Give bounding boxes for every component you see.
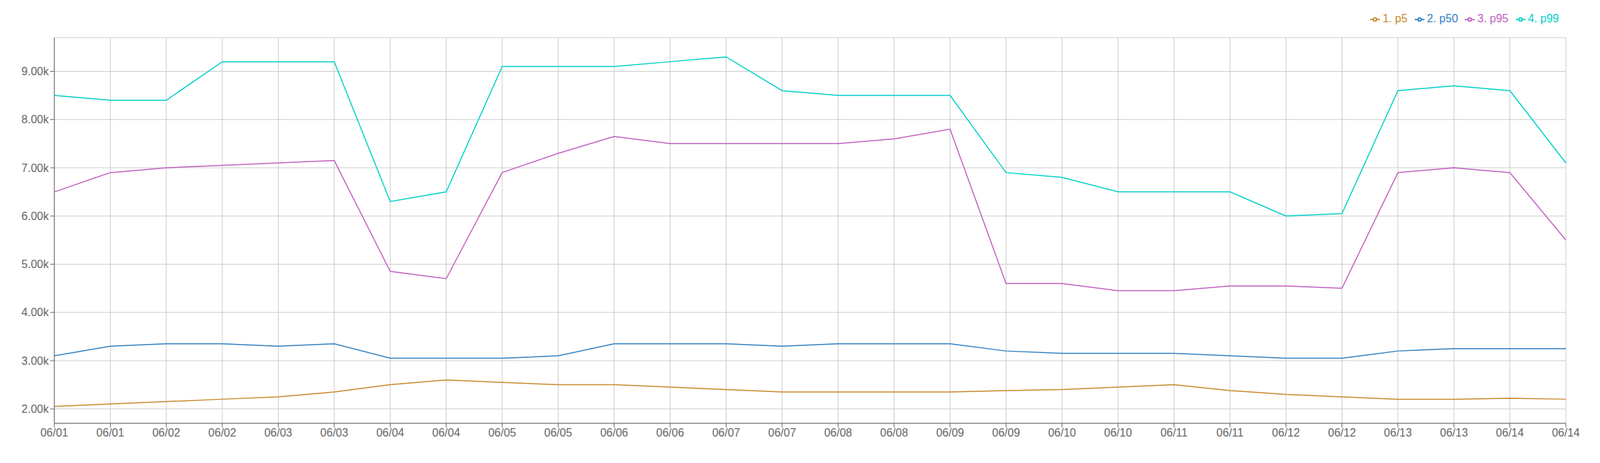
svg-text:06/08: 06/08	[824, 426, 852, 439]
svg-text:06/12: 06/12	[1327, 426, 1356, 439]
html-text:1. p5: 1. p5	[1382, 12, 1408, 25]
svg-text:06/09: 06/09	[991, 426, 1020, 439]
svg-text:06/05: 06/05	[544, 426, 572, 439]
svg-text:4.00k: 4.00k	[21, 306, 50, 319]
svg-text:2.00k: 2.00k	[21, 403, 50, 416]
svg-text:06/02: 06/02	[152, 426, 181, 439]
svg-text:06/01: 06/01	[40, 426, 69, 439]
html-text:3. p95: 3. p95	[1477, 12, 1509, 25]
svg-text:06/06: 06/06	[656, 426, 685, 439]
svg-text:06/10: 06/10	[1048, 426, 1077, 439]
svg-text:7.00k: 7.00k	[21, 162, 50, 175]
svg-text:06/08: 06/08	[880, 426, 909, 439]
svg-text:06/11: 06/11	[1216, 426, 1244, 439]
svg-text:9.00k: 9.00k	[21, 65, 50, 78]
svg-text:06/11: 06/11	[1160, 426, 1188, 439]
svg-text:06/07: 06/07	[711, 426, 740, 439]
svg-text:06/06: 06/06	[600, 426, 629, 439]
svg-text:06/13: 06/13	[1439, 426, 1468, 439]
html-text:4. p99: 4. p99	[1527, 12, 1559, 25]
svg-text:06/13: 06/13	[1384, 426, 1412, 439]
svg-text:06/14: 06/14	[1551, 426, 1580, 439]
svg-text:06/14: 06/14	[1496, 426, 1525, 439]
svg-text:06/07: 06/07	[768, 426, 797, 439]
svg-text:06/12: 06/12	[1271, 426, 1300, 439]
svg-text:06/09: 06/09	[936, 426, 965, 439]
svg-text:06/05: 06/05	[488, 426, 517, 439]
svg-text:06/01: 06/01	[96, 426, 124, 439]
svg-text:06/04: 06/04	[376, 426, 405, 439]
svg-text:06/04: 06/04	[432, 426, 461, 439]
svg-text:5.00k: 5.00k	[21, 258, 50, 271]
svg-text:06/03: 06/03	[320, 426, 349, 439]
svg-text:06/10: 06/10	[1104, 426, 1132, 439]
svg-text:6.00k: 6.00k	[21, 210, 50, 223]
html-text:2. p50: 2. p50	[1426, 12, 1458, 25]
svg-text:8.00k: 8.00k	[21, 113, 50, 126]
svg-text:06/03: 06/03	[263, 426, 292, 439]
svg-text:06/02: 06/02	[208, 426, 237, 439]
svg-text:3.00k: 3.00k	[21, 355, 50, 368]
